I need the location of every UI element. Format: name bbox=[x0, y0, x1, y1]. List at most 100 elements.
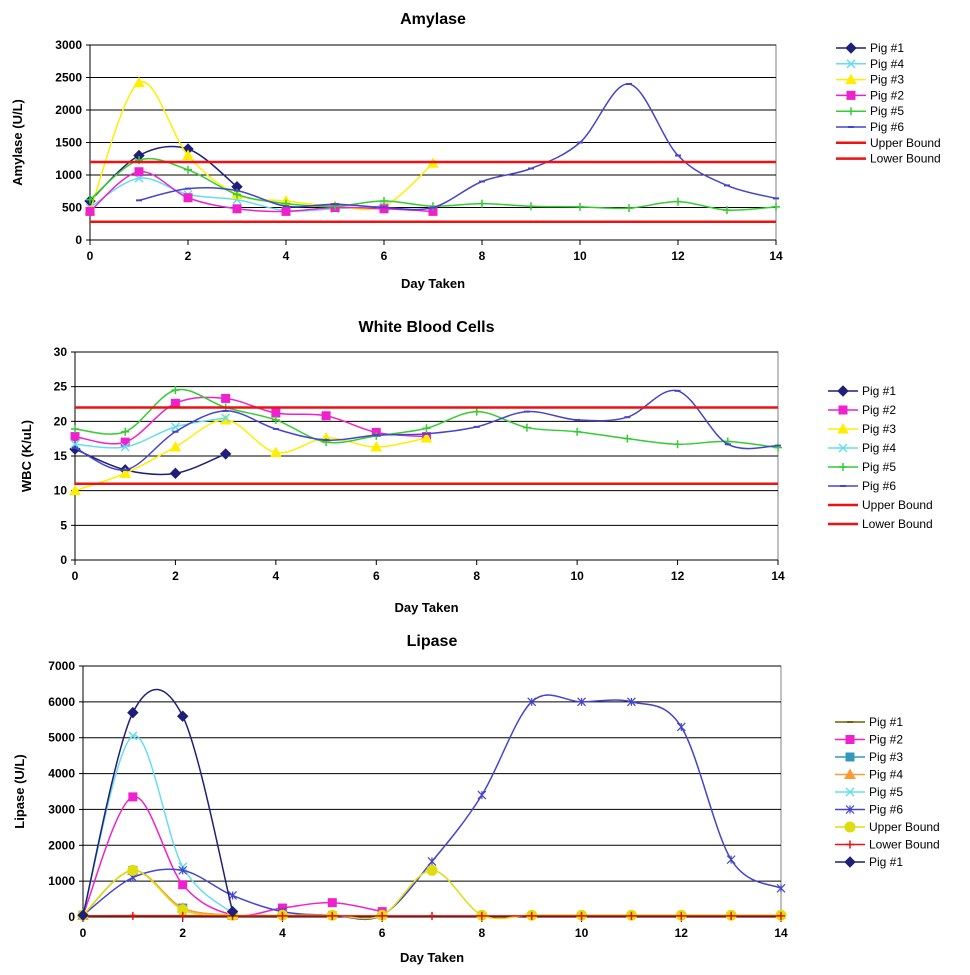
white-blood-cells-legend-item-upper-bound-6-label: Upper Bound bbox=[862, 498, 933, 512]
amylase-series-pig-5-4-point bbox=[576, 202, 584, 211]
lipase-legend: Pig #1 Pig #2 Pig #3 Pig #4 Pig #5 Pig #6 Uppe… bbox=[835, 715, 940, 869]
white-blood-cells-series-pig-2-1-line bbox=[74, 396, 427, 445]
white-blood-cells-series-pig-4-3-point bbox=[221, 413, 231, 423]
amylase-legend-item-pig-2-3-marker bbox=[846, 90, 856, 100]
lipase-legend-item-pig-2-1: Pig #2 bbox=[835, 733, 903, 747]
lipase-legend-item-pig-5-4-label: Pig #5 bbox=[869, 785, 903, 799]
amylase-legend-item-pig-2-3: Pig #2 bbox=[836, 88, 904, 102]
amylase-series-pig-2-3-point bbox=[134, 167, 144, 177]
lipase-y-axis-label: Lipase (U/L) bbox=[12, 754, 27, 828]
white-blood-cells-series-pig-5-4 bbox=[71, 386, 782, 452]
white-blood-cells-series-pig-5-4-point bbox=[623, 434, 632, 443]
lipase-legend-item-pig-3-2: Pig #3 bbox=[835, 750, 903, 764]
white-blood-cells-legend-item-pig-5-4-label: Pig #5 bbox=[862, 460, 896, 474]
amylase-x-axis-label: Day Taken bbox=[401, 276, 465, 291]
white-blood-cells-series-pig-3-2-line bbox=[74, 419, 427, 492]
lipase-series-lower-bound-7-point bbox=[627, 911, 636, 920]
white-blood-cells-series-pig-5-4-point bbox=[171, 386, 180, 395]
white-blood-cells-x-tick-label: 14 bbox=[771, 569, 785, 583]
lipase-series-pig-6-5-point bbox=[577, 697, 586, 707]
lipase-y-tick-label: 0 bbox=[68, 910, 75, 924]
amylase-x-tick-label: 0 bbox=[87, 249, 94, 263]
white-blood-cells-y-tick-label: 20 bbox=[54, 414, 68, 428]
amylase-legend-item-pig-4-1-marker bbox=[846, 59, 856, 69]
amylase-x-tick-label: 6 bbox=[381, 249, 388, 263]
lipase-x-tick-label: 8 bbox=[479, 926, 486, 940]
white-blood-cells-series-pig-5-4-point bbox=[673, 440, 682, 449]
white-blood-cells-series-pig-2-1-point bbox=[221, 393, 231, 403]
amylase-y-axis-label: Amylase (U/L) bbox=[10, 99, 25, 186]
lipase-legend-item-pig-4-3-label: Pig #4 bbox=[869, 768, 903, 782]
lipase-series-pig-1-8-point bbox=[177, 710, 189, 722]
amylase-series-pig-3-2-point bbox=[133, 76, 145, 88]
amylase-legend-item-lower-bound-7-label: Lower Bound bbox=[870, 152, 941, 166]
lipase-series-pig-6-5-point bbox=[776, 883, 786, 893]
white-blood-cells-y-axis-label: WBC (K/uL) bbox=[19, 420, 34, 492]
amylase-x-tick-label: 4 bbox=[283, 249, 290, 263]
amylase-legend-item-pig-4-1: Pig #4 bbox=[836, 57, 904, 71]
white-blood-cells-legend-item-pig-2-1-label: Pig #2 bbox=[862, 403, 896, 417]
amylase-series-pig-2-3-point bbox=[183, 193, 193, 203]
lipase-legend-item-pig-4-3-marker bbox=[844, 768, 856, 779]
lipase-x-axis-label: Day Taken bbox=[400, 950, 464, 965]
white-blood-cells-series-pig-5-4-point bbox=[422, 424, 431, 433]
white-blood-cells-x-tick-label: 6 bbox=[373, 569, 380, 583]
white-blood-cells-legend-item-pig-1-0-marker bbox=[837, 385, 849, 397]
amylase-legend-item-pig-1-0: Pig #1 bbox=[836, 41, 904, 55]
amylase-x-tick-label: 12 bbox=[671, 249, 685, 263]
lipase-series-pig-6-5-point bbox=[627, 697, 636, 707]
white-blood-cells-legend-item-lower-bound-7: Lower Bound bbox=[828, 517, 933, 531]
amylase-legend-item-pig-5-4: Pig #5 bbox=[836, 104, 904, 118]
amylase-series-pig-5-4-point bbox=[233, 190, 241, 199]
white-blood-cells-legend-item-upper-bound-6: Upper Bound bbox=[828, 498, 933, 512]
lipase-series-lower-bound-7-point bbox=[378, 911, 387, 920]
lipase-legend-item-pig-3-2-marker bbox=[845, 752, 855, 762]
lipase-series-upper-bound-6-point bbox=[426, 864, 438, 876]
lipase-legend-item-pig-1-0: Pig #1 bbox=[835, 715, 903, 729]
amylase-legend-item-lower-bound-7: Lower Bound bbox=[836, 152, 941, 166]
lipase-legend-item-pig-1-8-marker bbox=[844, 856, 856, 868]
white-blood-cells-x-axis-label: Day Taken bbox=[394, 600, 458, 615]
white-blood-cells-series-pig-5-4-point bbox=[522, 423, 531, 432]
white-blood-cells-x-tick-label: 8 bbox=[473, 569, 480, 583]
lipase-legend-item-upper-bound-6: Upper Bound bbox=[835, 820, 940, 834]
amylase-series-pig-6-5 bbox=[136, 83, 779, 211]
lipase-series-pig-2-1-point bbox=[327, 898, 337, 908]
lipase-series-lower-bound-7-point bbox=[477, 911, 486, 920]
lipase-series-lower-bound-7-point bbox=[278, 911, 287, 920]
amylase-series-pig-5-4-point bbox=[86, 195, 94, 204]
lipase-series-lower-bound-7-point bbox=[428, 911, 436, 920]
white-blood-cells-series-pig-5-4-point bbox=[121, 427, 130, 436]
amylase-y-tick-label: 500 bbox=[62, 201, 82, 215]
white-blood-cells-series-pig-3-2-point bbox=[119, 467, 132, 478]
white-blood-cells-legend-item-pig-2-1-marker bbox=[838, 405, 848, 415]
lipase-y-tick-label: 5000 bbox=[48, 731, 75, 745]
lipase-series-lower-bound-7-point bbox=[128, 911, 137, 920]
white-blood-cells-series-pig-4-3-line bbox=[74, 417, 226, 449]
amylase-series-pig-2-3-point bbox=[85, 206, 95, 216]
lipase-legend-item-pig-1-0-label: Pig #1 bbox=[869, 715, 903, 729]
lipase-y-tick-label: 4000 bbox=[48, 767, 75, 781]
lipase-series-pig-6-5-point bbox=[427, 856, 437, 866]
white-blood-cells-legend-item-pig-3-2-marker bbox=[837, 422, 849, 434]
amylase-x-tick-label: 10 bbox=[573, 249, 587, 263]
lipase-series-pig-1-8-line bbox=[82, 688, 234, 916]
lipase-series-pig-2-1-point bbox=[178, 880, 188, 890]
amylase-series-pig-5-4 bbox=[86, 156, 780, 215]
white-blood-cells-y-tick-label: 10 bbox=[54, 484, 68, 498]
white-blood-cells-y-tick-label: 30 bbox=[54, 345, 68, 359]
white-blood-cells-legend-item-pig-1-0-label: Pig #1 bbox=[862, 384, 896, 398]
amylase-series-pig-3-2-point bbox=[182, 149, 194, 160]
lipase-y-tick-label: 6000 bbox=[48, 695, 75, 709]
lipase-legend-item-lower-bound-7-marker bbox=[846, 840, 854, 849]
amylase-series-pig-5-4-point bbox=[625, 204, 633, 213]
amylase-series-pig-5-4-point bbox=[674, 197, 682, 206]
amylase-y-tick-label: 1500 bbox=[55, 136, 82, 150]
lipase-series-lower-bound-7-point bbox=[328, 911, 337, 920]
amylase-legend-item-upper-bound-6-label: Upper Bound bbox=[870, 136, 941, 150]
lipase-x-tick-label: 10 bbox=[575, 926, 589, 940]
white-blood-cells-chart: 0 5 10 15 20 25 30 0 2 4 6 8 10 12 14 White Blood Cells… bbox=[19, 319, 933, 615]
amylase-y-tick-label: 0 bbox=[75, 233, 82, 247]
white-blood-cells-y-tick-label: 25 bbox=[54, 380, 68, 394]
